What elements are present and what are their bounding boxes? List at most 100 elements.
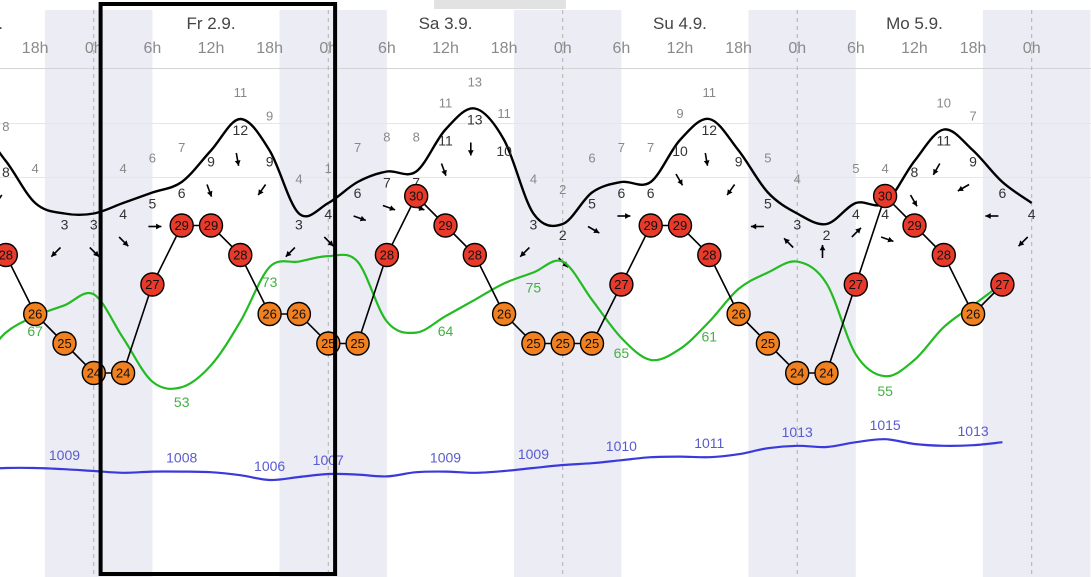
humidity-label: 65 [614, 345, 630, 361]
temperature-label: 25 [526, 336, 540, 351]
gust-fill [0, 108, 1032, 253]
temperature-circle-icon [755, 331, 781, 356]
temperature-circle-icon [345, 331, 370, 356]
temperature-label: 29 [174, 218, 188, 233]
temperature-label: 26 [262, 307, 276, 322]
humidity-label: 67 [27, 323, 43, 339]
hour-tick-label: 12h [198, 40, 225, 57]
temperature-circle-icon [902, 213, 927, 238]
temperature-circle-icon [931, 242, 956, 268]
wind-speed-label: 9 [735, 154, 743, 170]
hour-tick-label: 12h [901, 40, 928, 57]
temperature-label: 27 [849, 277, 863, 292]
temperature-label: 28 [702, 248, 716, 263]
temperature-circle-icon [0, 242, 18, 268]
wind-speed-label: 4 [881, 206, 889, 222]
temperature-circle-icon [23, 301, 48, 327]
pressure-label: 1006 [254, 458, 285, 474]
temperature-label: 29 [204, 218, 218, 233]
wind-speed-label: 4 [852, 206, 860, 222]
temperature-circle-icon [960, 301, 986, 327]
gust-value-label: 4 [295, 172, 302, 187]
humidity-label: 55 [877, 383, 893, 399]
wind-speed-label: 6 [647, 185, 655, 201]
humidity-label: 53 [174, 394, 190, 410]
temperature-circle-icon [169, 213, 194, 238]
hour-tick-label: 18h [960, 40, 987, 57]
wind-speed-label: 9 [969, 154, 977, 170]
wind-speed-label: 9 [207, 154, 215, 170]
temperature-label: 30 [878, 189, 892, 204]
wind-speed-label: 13 [467, 112, 483, 128]
gust-value-label: 9 [676, 106, 683, 121]
gust-value-label: 4 [530, 172, 537, 187]
wind-direction-arrowhead-icon [389, 205, 396, 211]
hour-tick-label: 12h [667, 40, 694, 57]
selected-day-frame[interactable] [98, 2, 338, 576]
temperature-label: 25 [761, 336, 775, 351]
gust-value-label: 8 [2, 119, 9, 134]
wind-direction-arrowhead-icon [784, 238, 790, 245]
gust-value-label: 7 [354, 140, 361, 155]
temperature-label: 27 [145, 277, 159, 292]
pressure-label: 1010 [606, 438, 637, 454]
temperature-label: 26 [28, 307, 42, 322]
temperature-label: 30 [409, 189, 423, 204]
gust-value-label: 11 [703, 85, 717, 100]
wind-speed-label: 3 [90, 217, 98, 233]
wind-direction-arrowhead-icon [327, 240, 334, 247]
humidity-label: 64 [438, 323, 454, 339]
gust-value-label: 4 [794, 172, 801, 187]
wind-speed-label: 3 [530, 217, 538, 233]
wind-direction-arrowhead-icon [819, 245, 826, 251]
temperature-circle-icon [667, 213, 693, 238]
gust-value-label: 8 [413, 130, 420, 145]
wind-direction-arrowhead-icon [207, 190, 213, 197]
wind-speed-label: 8 [2, 164, 10, 180]
temperature-label: 26 [292, 307, 306, 322]
temperature-circle-icon [609, 272, 634, 297]
temperature-circle-icon [462, 242, 487, 268]
humidity-series: 6856675373647565615568 [0, 253, 1004, 410]
temperature-label: 27 [995, 277, 1009, 292]
wind-direction-arrowhead-icon [703, 160, 710, 166]
wind-speed-label: 6 [617, 185, 625, 201]
gust-value-label: 4 [882, 161, 889, 176]
gust-value-label: 4 [32, 161, 39, 176]
temperature-circle-icon [843, 272, 868, 297]
hour-tick-label: 0h [554, 40, 572, 57]
humidity-label: 75 [526, 280, 542, 296]
wind-direction-arrowhead-icon [285, 250, 292, 257]
temperature-circle-icon [579, 331, 605, 356]
temperature-label: 28 [937, 248, 951, 263]
temperature-circle-icon [638, 213, 663, 238]
wind-direction-arrowhead-icon [51, 250, 57, 257]
wind-speed-label: 5 [764, 196, 772, 212]
wind-speed-label: 7 [383, 175, 391, 191]
wind-direction-arrowhead-icon [887, 236, 894, 243]
wind-speed-label: 3 [295, 217, 303, 233]
gust-value-label: 13 [468, 75, 482, 90]
pressure-label: 1009 [518, 446, 549, 462]
pressure-line [0, 438, 1003, 482]
temperature-label: 24 [87, 366, 101, 381]
temperature-label: 29 [438, 218, 452, 233]
wind-speed-label: 9 [266, 154, 274, 170]
wind-direction-arrowhead-icon [122, 240, 129, 247]
temperature-label: 25 [321, 336, 335, 351]
time-axis: Th 1.9. Fr 2.9. Sa 3.9. Su 4.9. Mo 5.9. 12h 18… [0, 0, 1041, 57]
gust-value-label: 2 [559, 182, 566, 197]
humidity-label: 61 [702, 329, 718, 345]
wind-direction-arrowhead-icon [727, 189, 733, 196]
wind-speed-series: 4 9 10 11 8 8 4 3 3 4 4 6 5 7 6 9 11 12 9 9 4 3 1 4 7 6 8 7 8 7 11 11 13… [0, 75, 1036, 268]
temperature-circle-icon [228, 242, 253, 268]
temperature-label: 24 [116, 366, 130, 381]
pressure-label: 1013 [958, 423, 989, 439]
wind-speed-label: 4 [119, 206, 127, 222]
wind-speed-label: 10 [496, 143, 512, 159]
gust-value-label: 4 [119, 161, 126, 176]
temperature-label: 29 [673, 218, 687, 233]
temperature-circle-icon [990, 272, 1015, 297]
gust-value-label: 11 [234, 85, 248, 100]
gust-value-label: 5 [852, 161, 859, 176]
